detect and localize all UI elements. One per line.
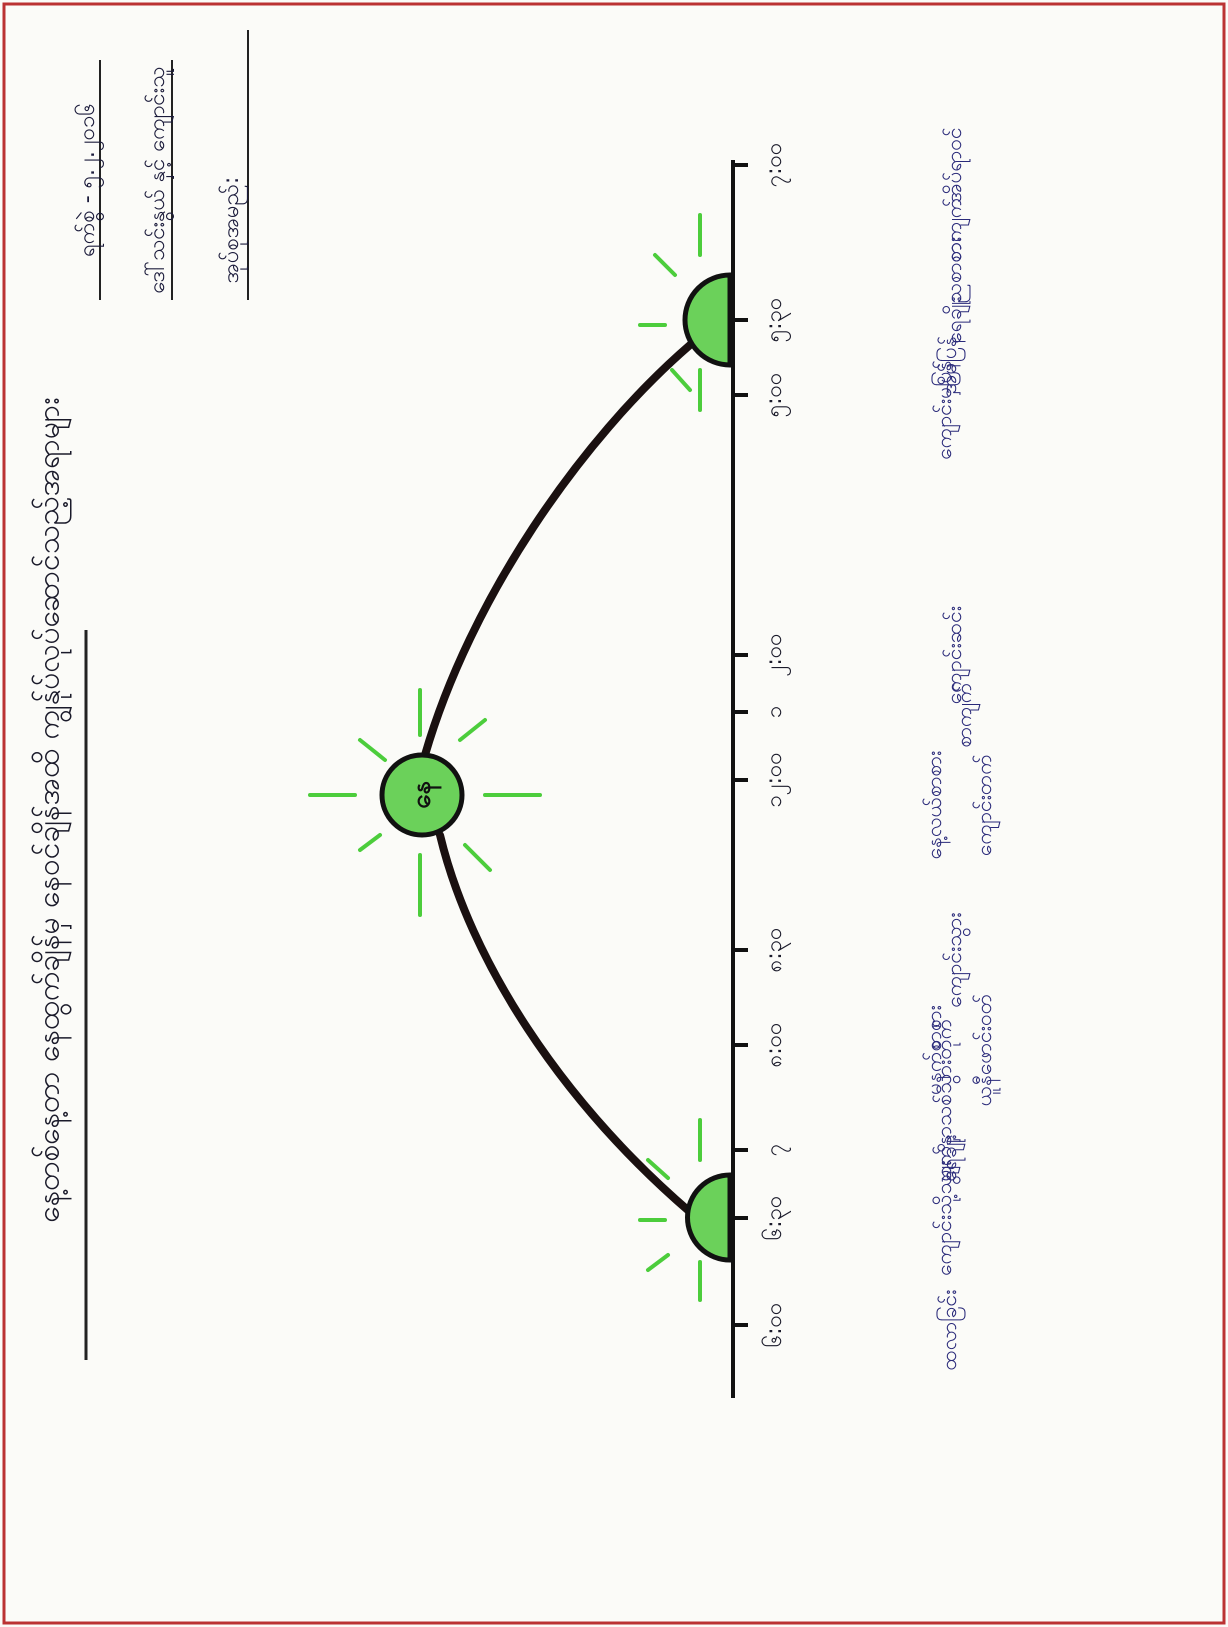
page: {"title": "နေ့တစ်နေ့တာ နေထွက်ချိန်မှ နေဝ… <box>0 0 1228 1627</box>
paper-border <box>4 4 1224 1623</box>
time-label: ၆:၃၀ <box>761 1196 791 1241</box>
time-label: ၅:၃၀ <box>762 298 791 343</box>
time-label: ၇ <box>762 1144 791 1156</box>
time-label: ၁၂:၀၀ <box>762 752 791 807</box>
time-label: ၆:၀၀ <box>761 1303 787 1348</box>
group: အုပ်စုအမည်: <box>218 177 248 284</box>
time-label: ၅:၀၀ <box>762 373 791 418</box>
worksheet: နေ နေ့တစ်နေ့တာ နေထွက်ချိန်မှ နေဝင်ချိန်အ… <box>0 0 1228 1627</box>
time-label: ၈:၀၀ <box>762 1023 787 1068</box>
time-label: ၈:၃၀ <box>762 928 791 973</box>
time-label: ၂:၀၀ <box>762 634 791 677</box>
time-label: ၇:၀၀ <box>762 143 791 188</box>
time-label: ၁ <box>762 706 787 718</box>
